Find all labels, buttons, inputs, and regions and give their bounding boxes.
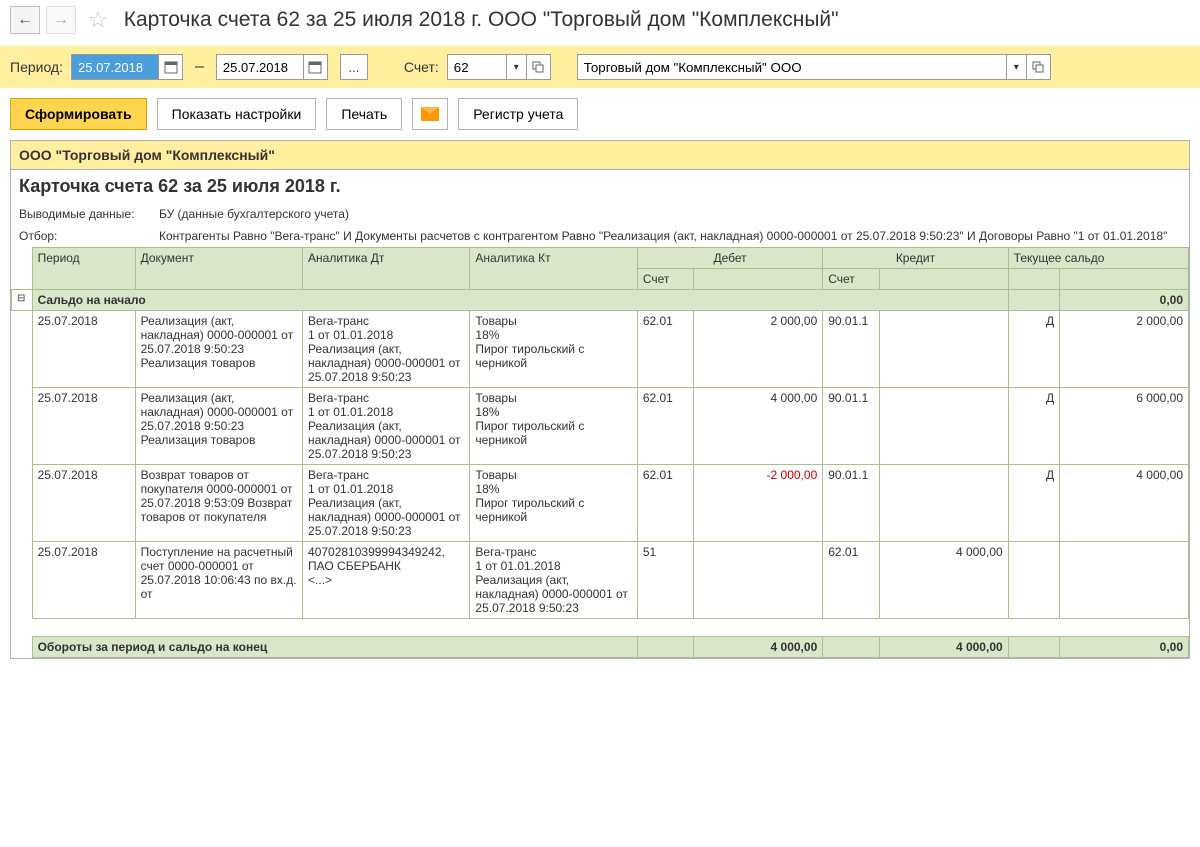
date-from-group bbox=[71, 54, 183, 80]
report-meta-2: Отбор: Контрагенты Равно "Вега-транс" И … bbox=[11, 225, 1189, 247]
account-input[interactable] bbox=[447, 54, 507, 80]
meta2-label: Отбор: bbox=[19, 229, 159, 243]
date-to-calendar-icon[interactable] bbox=[304, 54, 328, 80]
page-title: Карточка счета 62 за 25 июля 2018 г. ООО… bbox=[124, 8, 839, 32]
th-analytics-kt: Аналитика Кт bbox=[470, 248, 637, 290]
date-range-dash: – bbox=[195, 58, 204, 76]
action-bar: Сформировать Показать настройки Печать Р… bbox=[0, 88, 1200, 140]
account-label: Счет: bbox=[404, 59, 439, 75]
nav-back-button[interactable]: ← bbox=[10, 6, 40, 34]
report-company-header: ООО "Торговый дом "Комплексный" bbox=[11, 141, 1189, 170]
period-select-button[interactable]: ... bbox=[340, 54, 368, 80]
nav-forward-button[interactable]: → bbox=[46, 6, 76, 34]
print-button[interactable]: Печать bbox=[326, 98, 402, 130]
th-credit: Кредит bbox=[823, 248, 1008, 269]
th-debit-amt bbox=[694, 269, 823, 290]
table-row[interactable]: 25.07.2018Реализация (акт, накладная) 00… bbox=[12, 311, 1189, 388]
th-credit-amt bbox=[879, 269, 1008, 290]
report-meta-1: Выводимые данные: БУ (данные бухгалтерск… bbox=[11, 203, 1189, 225]
account-group: ▾ bbox=[447, 54, 551, 80]
date-from-input[interactable] bbox=[71, 54, 159, 80]
table-row[interactable]: 25.07.2018Поступление на расчетный счет … bbox=[12, 542, 1189, 619]
generate-button[interactable]: Сформировать bbox=[10, 98, 147, 130]
register-button[interactable]: Регистр учета bbox=[458, 98, 578, 130]
th-document: Документ bbox=[135, 248, 302, 290]
meta1-label: Выводимые данные: bbox=[19, 207, 159, 221]
period-label: Период: bbox=[10, 59, 63, 75]
favorite-icon[interactable]: ☆ bbox=[88, 7, 108, 33]
table-row[interactable]: 25.07.2018Реализация (акт, накладная) 00… bbox=[12, 388, 1189, 465]
collapse-icon[interactable]: ⊟ bbox=[12, 290, 33, 311]
org-group: ▾ bbox=[577, 54, 1051, 80]
th-analytics-dt: Аналитика Дт bbox=[303, 248, 470, 290]
report-table: Период Документ Аналитика Дт Аналитика К… bbox=[11, 247, 1189, 658]
date-from-calendar-icon[interactable] bbox=[159, 54, 183, 80]
th-debit: Дебет bbox=[637, 248, 822, 269]
org-dropdown-icon[interactable]: ▾ bbox=[1007, 54, 1027, 80]
th-period: Период bbox=[32, 248, 135, 290]
date-to-group bbox=[216, 54, 328, 80]
th-credit-acct: Счет bbox=[823, 269, 880, 290]
th-debit-acct: Счет bbox=[637, 269, 694, 290]
meta2-value: Контрагенты Равно "Вега-транс" И Докумен… bbox=[159, 229, 1181, 243]
th-balance: Текущее сальдо bbox=[1008, 248, 1188, 269]
account-open-icon[interactable] bbox=[527, 54, 551, 80]
opening-balance-row: ⊟Сальдо на начало0,00 bbox=[12, 290, 1189, 311]
mail-button[interactable] bbox=[412, 98, 448, 130]
account-dropdown-icon[interactable]: ▾ bbox=[507, 54, 527, 80]
th-bal-amt bbox=[1060, 269, 1189, 290]
filter-bar: Период: – ... Счет: ▾ ▾ bbox=[0, 46, 1200, 88]
org-input[interactable] bbox=[577, 54, 1007, 80]
totals-row: Обороты за период и сальдо на конец4 000… bbox=[12, 637, 1189, 658]
table-row[interactable]: 25.07.2018Возврат товаров от покупателя … bbox=[12, 465, 1189, 542]
report-title: Карточка счета 62 за 25 июля 2018 г. bbox=[11, 170, 1189, 203]
report-container: ООО "Торговый дом "Комплексный" Карточка… bbox=[10, 140, 1190, 659]
org-open-icon[interactable] bbox=[1027, 54, 1051, 80]
settings-button[interactable]: Показать настройки bbox=[157, 98, 317, 130]
company-name: ООО "Торговый дом "Комплексный" bbox=[19, 147, 275, 163]
meta1-value: БУ (данные бухгалтерского учета) bbox=[159, 207, 1181, 221]
top-toolbar: ← → ☆ Карточка счета 62 за 25 июля 2018 … bbox=[0, 0, 1200, 40]
date-to-input[interactable] bbox=[216, 54, 304, 80]
mail-icon bbox=[421, 107, 439, 121]
th-bal-dc bbox=[1008, 269, 1060, 290]
